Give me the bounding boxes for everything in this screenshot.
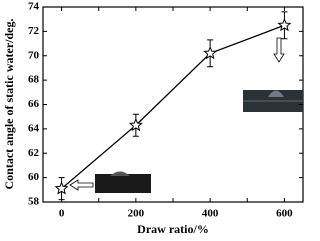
x-tick-label: 600 — [276, 208, 293, 220]
data-line — [61, 24, 285, 190]
y-tick-label: 62 — [28, 147, 40, 159]
y-axis-title: Contact angle of static water/deg. — [2, 19, 16, 190]
star-marker — [277, 17, 292, 32]
star-marker — [54, 181, 69, 195]
y-tick-label: 74 — [28, 1, 40, 13]
inset-high — [243, 37, 303, 112]
y-tick-label: 64 — [28, 122, 40, 134]
y-tick-label: 68 — [28, 74, 40, 86]
x-axis-title: Draw ratio/% — [137, 222, 209, 236]
y-tick-label: 58 — [28, 196, 40, 208]
y-tick-label: 72 — [28, 25, 40, 37]
x-tick-label: 400 — [202, 208, 219, 220]
chart: Draw ratio/% Contact angle of static wat… — [2, 1, 304, 236]
x-tick-label: 200 — [128, 208, 145, 220]
star-marker — [203, 46, 218, 60]
y-tick-label: 66 — [28, 98, 40, 110]
inset-low — [69, 171, 151, 193]
x-tick-label: 0 — [59, 208, 65, 220]
y-tick-label: 70 — [28, 49, 40, 61]
star-marker — [128, 117, 143, 132]
y-tick-label: 60 — [28, 171, 40, 183]
